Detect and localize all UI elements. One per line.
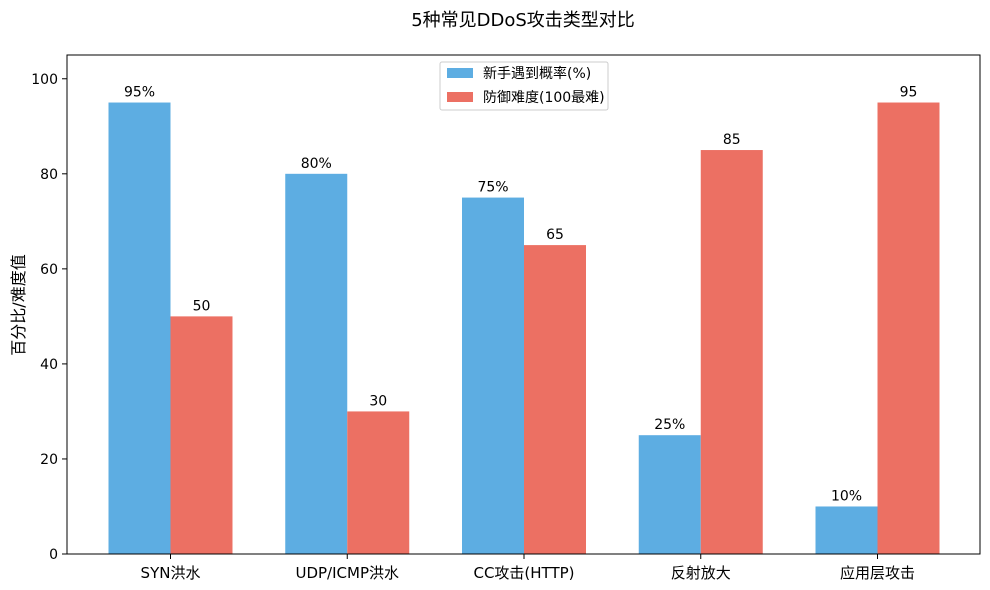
bar-series-2 bbox=[700, 150, 763, 555]
data-label-series-2: 65 bbox=[546, 227, 564, 243]
legend-label-series-2: 防御难度(100最难) bbox=[483, 90, 605, 106]
x-tick-label: UDP/ICMP洪水 bbox=[295, 564, 399, 582]
data-label-series-1: 10% bbox=[831, 488, 862, 504]
y-tick-label: 20 bbox=[40, 452, 58, 468]
x-tick-label: CC攻击(HTTP) bbox=[473, 564, 574, 582]
bar-series-2 bbox=[877, 102, 940, 555]
bar-series-1 bbox=[108, 102, 171, 555]
data-label-series-1: 25% bbox=[654, 417, 685, 433]
legend-box bbox=[439, 61, 609, 111]
y-tick-label: 0 bbox=[49, 547, 58, 563]
x-tick-label: 反射放大 bbox=[671, 564, 731, 582]
data-label-series-1: 80% bbox=[301, 156, 332, 172]
bar-series-1 bbox=[285, 173, 348, 555]
x-tick-label: 应用层攻击 bbox=[840, 564, 915, 582]
y-tick-label: 80 bbox=[40, 167, 58, 183]
chart-title: 5种常见DDoS攻击类型对比 bbox=[411, 10, 635, 31]
plot-area: 0 20 40 60 80 100 SYN洪水 95% 50 UDP/ICMP洪水 80% 30 CC攻… bbox=[31, 72, 940, 582]
bar-series-1 bbox=[638, 435, 701, 554]
bar-series-1 bbox=[815, 506, 878, 554]
y-axis-label: 百分比/难度值 bbox=[9, 254, 28, 355]
y-tick-label: 40 bbox=[40, 357, 58, 373]
data-label-series-2: 30 bbox=[369, 393, 387, 409]
legend: 新手遇到概率(%) 防御难度(100最难) bbox=[439, 61, 609, 111]
y-tick-label: 60 bbox=[40, 262, 58, 278]
plot-frame bbox=[66, 54, 981, 555]
data-label-series-2: 85 bbox=[723, 132, 741, 148]
y-tick-label: 100 bbox=[31, 72, 58, 88]
data-label-series-1: 95% bbox=[124, 85, 155, 101]
bar-series-2 bbox=[524, 245, 586, 554]
bar-series-2 bbox=[347, 411, 410, 554]
legend-swatch-series-2 bbox=[447, 92, 473, 102]
bar-series-1 bbox=[462, 197, 524, 555]
data-label-series-1: 75% bbox=[477, 180, 508, 196]
data-label-series-2: 95 bbox=[900, 85, 918, 101]
legend-swatch-series-1 bbox=[447, 68, 473, 78]
x-tick-label: SYN洪水 bbox=[141, 564, 201, 582]
legend-label-series-1: 新手遇到概率(%) bbox=[483, 65, 591, 82]
bar-series-2 bbox=[170, 316, 233, 554]
data-label-series-2: 50 bbox=[193, 298, 211, 314]
